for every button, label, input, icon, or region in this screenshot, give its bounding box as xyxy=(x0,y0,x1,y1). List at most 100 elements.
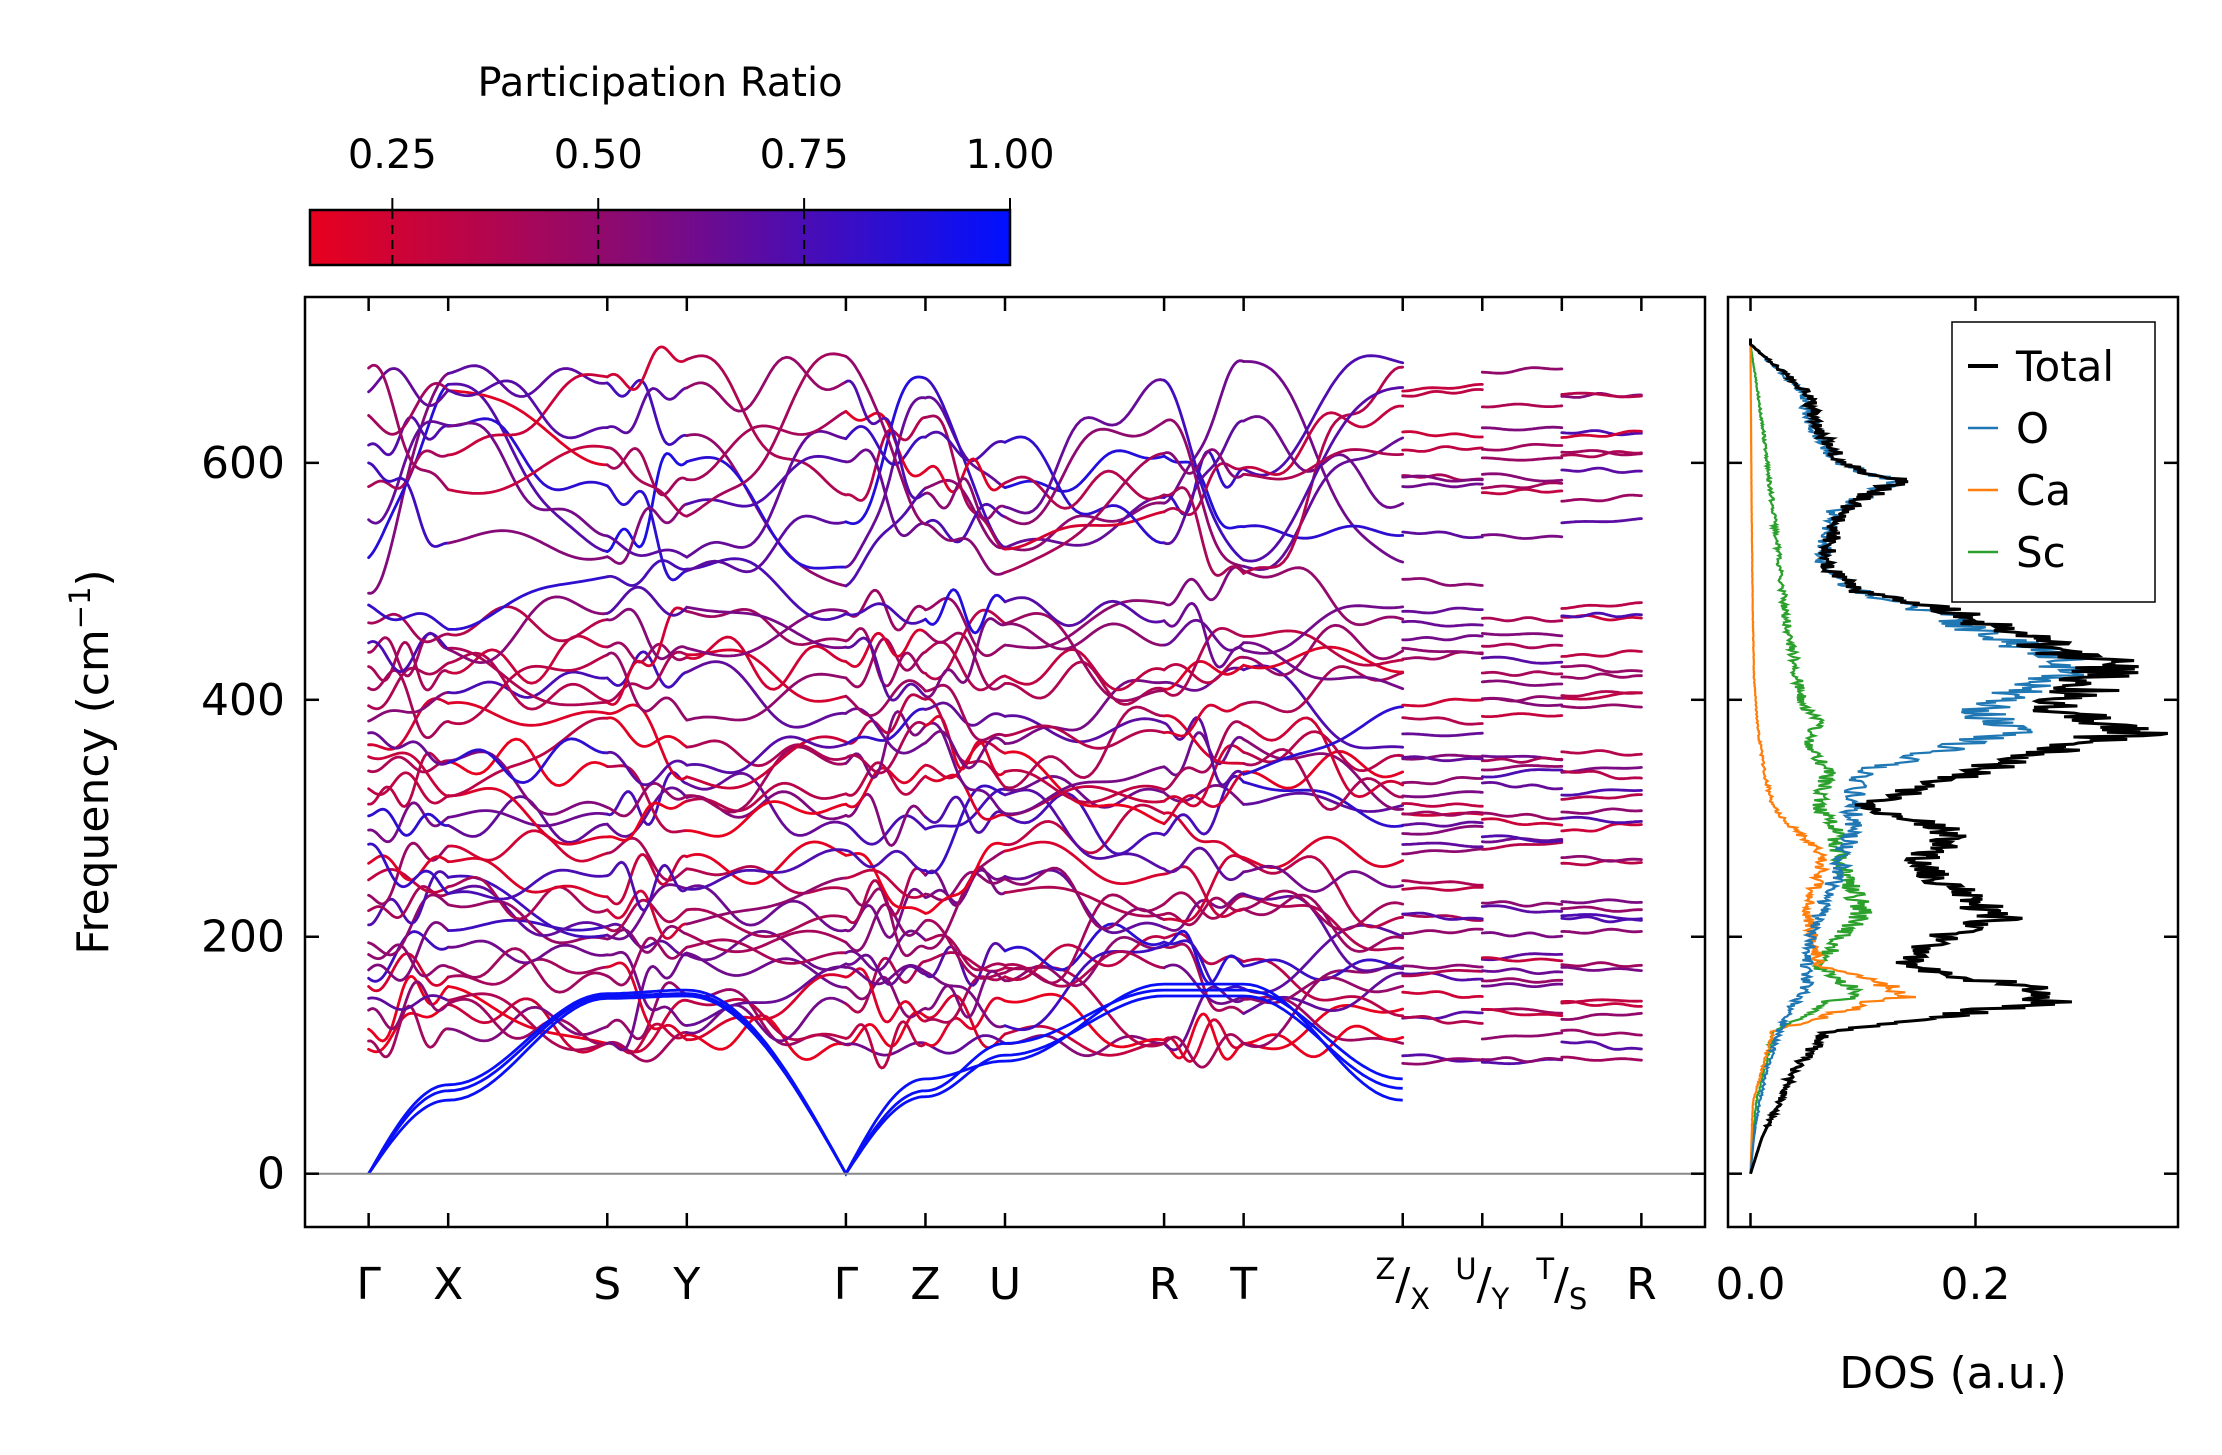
optical-band xyxy=(844,1010,927,1048)
optical-band xyxy=(446,899,609,945)
optical-band xyxy=(367,449,450,490)
optical-band xyxy=(605,447,689,497)
flat-band xyxy=(1480,977,1564,984)
optical-band xyxy=(605,386,689,435)
optical-band xyxy=(605,703,689,781)
flat-band xyxy=(1401,430,1484,439)
optical-band xyxy=(605,651,689,722)
flat-band xyxy=(1480,456,1564,462)
ylabel-close: ) xyxy=(68,569,119,586)
flat-band xyxy=(1401,969,1484,978)
optical-band xyxy=(1162,1018,1245,1063)
optical-band xyxy=(446,417,609,492)
flat-band xyxy=(1480,756,1564,764)
optical-band xyxy=(605,925,689,954)
optical-band xyxy=(844,602,927,625)
flat-band xyxy=(1480,402,1564,409)
flat-band xyxy=(1480,931,1564,939)
colorbar-tick-label: 0.25 xyxy=(348,132,437,178)
optical-band xyxy=(924,787,1007,831)
optical-band xyxy=(1162,419,1245,546)
flat-band xyxy=(1480,481,1564,490)
optical-band xyxy=(605,889,689,940)
optical-band xyxy=(605,898,689,933)
optical-band xyxy=(1003,678,1166,745)
flat-band xyxy=(1480,533,1564,540)
optical-band xyxy=(685,605,848,650)
flat-band xyxy=(1560,788,1643,797)
optical-band xyxy=(1162,939,1245,992)
optical-band xyxy=(1003,435,1166,545)
flat-band xyxy=(1401,482,1484,489)
optical-band xyxy=(844,375,927,525)
flat-band xyxy=(1401,753,1484,761)
optical-band xyxy=(446,875,609,921)
optical-band xyxy=(1162,702,1245,738)
optical-band xyxy=(844,849,927,872)
optical-band xyxy=(605,950,689,1027)
optical-band xyxy=(924,608,1007,681)
optical-band xyxy=(367,920,450,982)
optical-band xyxy=(1003,1034,1166,1058)
optical-band xyxy=(924,502,1007,544)
optical-band xyxy=(367,751,450,808)
flat-band xyxy=(1401,620,1484,628)
band-y-ticks: 0 200 400 600 xyxy=(201,438,1705,1200)
flat-band xyxy=(1401,646,1484,656)
optical-band xyxy=(685,354,848,497)
optical-band xyxy=(924,970,1007,1029)
optical-band xyxy=(924,596,1007,658)
optical-band xyxy=(446,750,609,816)
optical-band xyxy=(685,410,848,482)
flat-band xyxy=(1401,885,1484,892)
optical-band xyxy=(605,585,689,617)
colorbar-ticks xyxy=(391,198,1011,265)
dos-x-axis-label: DOS (a.u.) xyxy=(1839,1348,2067,1399)
optical-band xyxy=(1242,566,1405,627)
optical-band xyxy=(924,477,1007,521)
optical-band xyxy=(844,1041,927,1057)
optical-band xyxy=(446,605,609,643)
optical-band xyxy=(1003,599,1166,650)
optical-band xyxy=(605,650,689,703)
flat-band xyxy=(1560,749,1643,757)
flat-band xyxy=(1560,429,1643,439)
optical-band xyxy=(1242,404,1405,477)
optical-band xyxy=(367,974,450,1043)
optical-band xyxy=(367,801,450,844)
optical-band xyxy=(1162,891,1245,920)
optical-band xyxy=(367,363,450,491)
flat-band xyxy=(1560,611,1643,619)
flat-band xyxy=(1401,963,1484,970)
flat-band xyxy=(1560,517,1643,525)
flat-band xyxy=(1480,632,1564,638)
legend-label-sc: Sc xyxy=(2016,528,2066,577)
optical-band xyxy=(367,1004,450,1059)
optical-band xyxy=(1162,716,1245,787)
optical-band xyxy=(446,868,609,901)
optical-band xyxy=(844,710,927,780)
optical-band xyxy=(605,853,689,906)
flat-band xyxy=(1560,691,1643,701)
band-ytick-label: 200 xyxy=(201,912,285,963)
optical-band xyxy=(605,641,689,664)
optical-band xyxy=(1003,378,1166,515)
optical-band xyxy=(924,457,1007,494)
flat-band xyxy=(1401,577,1484,587)
optical-band xyxy=(605,951,689,1052)
optical-band xyxy=(924,870,1007,902)
optical-band xyxy=(605,606,689,706)
flat-band xyxy=(1560,664,1643,674)
optical-band xyxy=(605,378,689,447)
flat-band xyxy=(1560,807,1643,815)
flat-band xyxy=(1480,817,1564,827)
optical-band xyxy=(1162,963,1245,1006)
optical-band xyxy=(1242,855,1405,929)
dos-y-ticks xyxy=(1728,461,2178,1175)
optical-band xyxy=(605,799,689,842)
optical-band xyxy=(1162,626,1245,697)
optical-band xyxy=(1003,495,1166,550)
optical-band xyxy=(685,1013,848,1062)
